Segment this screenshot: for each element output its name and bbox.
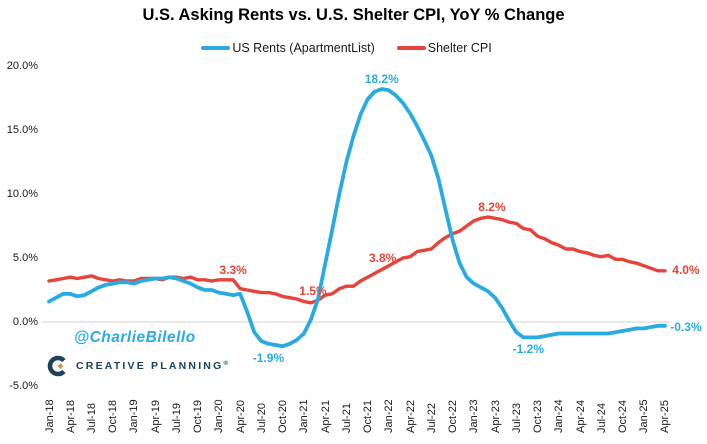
x-tick-label: Jan-19 — [128, 399, 141, 433]
x-tick-label: Jul-19 — [170, 403, 183, 433]
chart-title: U.S. Asking Rents vs. U.S. Shelter CPI, … — [142, 6, 565, 24]
x-tick-label: Apr-22 — [404, 399, 417, 433]
legend: US Rents (ApartmentList) Shelter CPI — [0, 41, 707, 55]
cpi-line-swatch — [396, 46, 426, 50]
x-tick-label: Oct-22 — [447, 399, 460, 433]
annotation-rents: 18.2% — [364, 72, 399, 87]
annotation-cpi: 3.3% — [219, 262, 247, 277]
annotation-cpi: 3.8% — [368, 251, 397, 266]
x-tick-label: Jul-18 — [85, 403, 98, 433]
x-tick-label: Jan-24 — [553, 399, 566, 433]
x-tick-label: Jul-23 — [510, 403, 523, 433]
x-tick-label: Oct-18 — [107, 399, 120, 433]
x-tick-label: Apr-21 — [319, 399, 332, 433]
rents-line-swatch — [201, 46, 231, 50]
x-tick-label: Apr-20 — [234, 399, 247, 433]
x-tick-label: Apr-25 — [659, 399, 672, 433]
y-tick-label: 20.0% — [6, 60, 38, 72]
y-tick-label: 10.0% — [6, 188, 38, 200]
y-tick-label: 15.0% — [6, 124, 38, 136]
x-tick-label: Jul-24 — [595, 403, 608, 433]
y-tick-label: 0.0% — [12, 316, 38, 328]
annotation-cpi: 1.5% — [299, 283, 327, 298]
creative-planning-c-icon — [47, 355, 66, 377]
x-tick-label: Jan-21 — [298, 399, 311, 433]
legend-label-cpi: Shelter CPI — [427, 41, 492, 55]
y-tick-label: 5.0% — [12, 252, 38, 264]
x-tick-label: Jul-21 — [340, 403, 353, 433]
x-tick-label: Apr-18 — [64, 399, 77, 433]
x-tick-label: Jan-23 — [468, 399, 481, 433]
x-tick-label: Apr-24 — [574, 399, 587, 433]
logo-registered-mark: ® — [223, 361, 228, 367]
legend-item-rents: US Rents (ApartmentList) — [201, 41, 375, 55]
x-tick-label: Jan-20 — [213, 399, 226, 433]
annotation-cpi: 4.0% — [672, 262, 700, 277]
x-tick-label: Jul-22 — [425, 403, 438, 433]
x-tick-label: Apr-19 — [149, 399, 162, 433]
x-tick-label: Oct-20 — [277, 399, 290, 433]
logo-text: CREATIVE PLANNING® — [76, 360, 228, 372]
creative-planning-logo: CREATIVE PLANNING® — [47, 355, 228, 377]
logo-gold-diamond — [57, 363, 64, 369]
annotation-rents: -1.9% — [252, 351, 285, 366]
x-tick-label: Apr-23 — [489, 399, 502, 433]
watermark-handle: @CharlieBilello — [74, 329, 196, 346]
x-tick-label: Oct-19 — [192, 399, 205, 433]
x-tick-label: Oct-21 — [362, 399, 375, 433]
x-tick-label: Oct-24 — [616, 399, 629, 433]
x-tick-label: Jan-25 — [638, 399, 651, 433]
series-line-rents — [47, 87, 667, 349]
x-tick-label: Jan-22 — [383, 399, 396, 433]
annotation-cpi: 8.2% — [478, 200, 506, 215]
x-tick-label: Oct-23 — [532, 399, 545, 433]
x-tick-label: Jan-18 — [43, 399, 56, 433]
series-line-cpi — [47, 215, 667, 305]
legend-item-cpi: Shelter CPI — [396, 41, 492, 55]
y-tick-label: -5.0% — [9, 380, 38, 392]
annotation-rents: -0.3% — [670, 319, 702, 334]
annotation-rents: -1.2% — [512, 342, 545, 357]
logo-c-arc — [47, 355, 66, 377]
x-tick-label: Jul-20 — [255, 403, 268, 433]
legend-label-rents: US Rents (ApartmentList) — [232, 41, 375, 55]
